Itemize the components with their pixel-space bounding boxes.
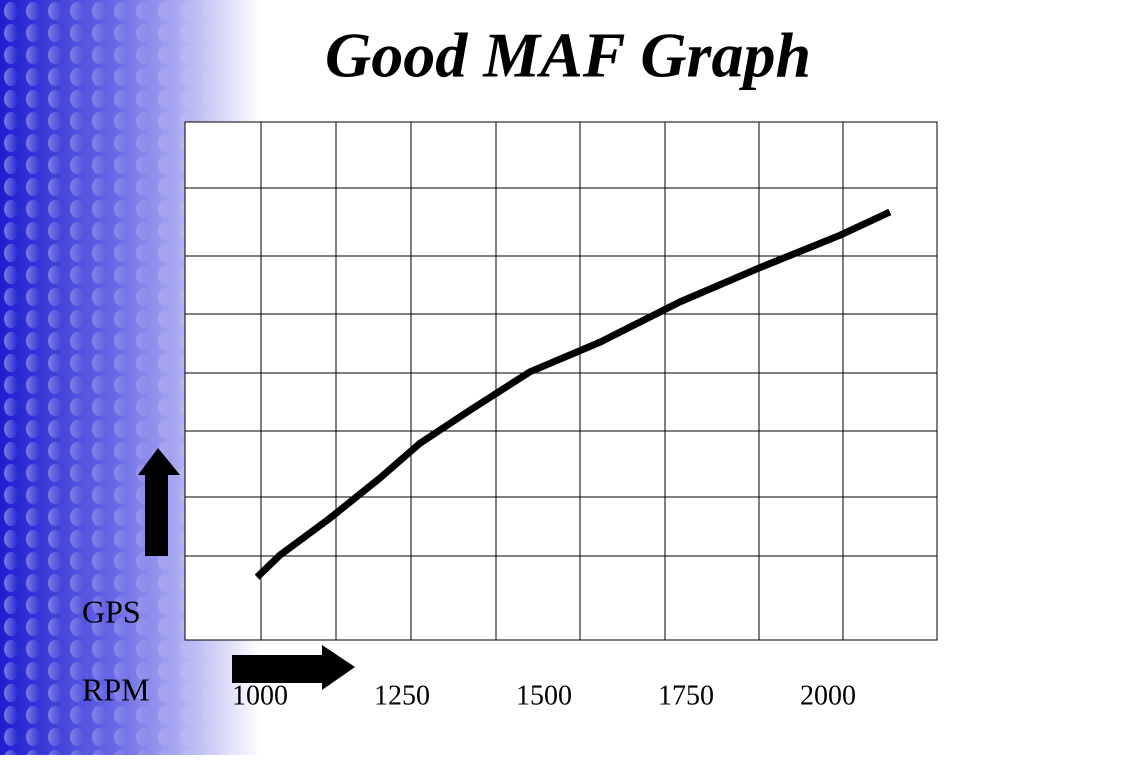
x-tick-label: 2000 — [800, 680, 856, 711]
y-axis-label: GPS — [82, 593, 141, 629]
x-tick-label: 1500 — [516, 680, 572, 711]
x-tick-label: 1250 — [374, 680, 430, 711]
plot-area — [185, 122, 937, 640]
x-tick-label: 1750 — [658, 680, 714, 711]
page: {"chart_data": {"type": "line", "title":… — [0, 0, 1127, 755]
chart-title: Good MAF Graph — [325, 20, 811, 91]
slide: Good MAF Graph GPS RPM 1000 1250 1500 1750 2… — [0, 0, 1127, 755]
x-tick-label: 1000 — [232, 680, 288, 711]
x-axis-label: RPM — [82, 671, 150, 707]
